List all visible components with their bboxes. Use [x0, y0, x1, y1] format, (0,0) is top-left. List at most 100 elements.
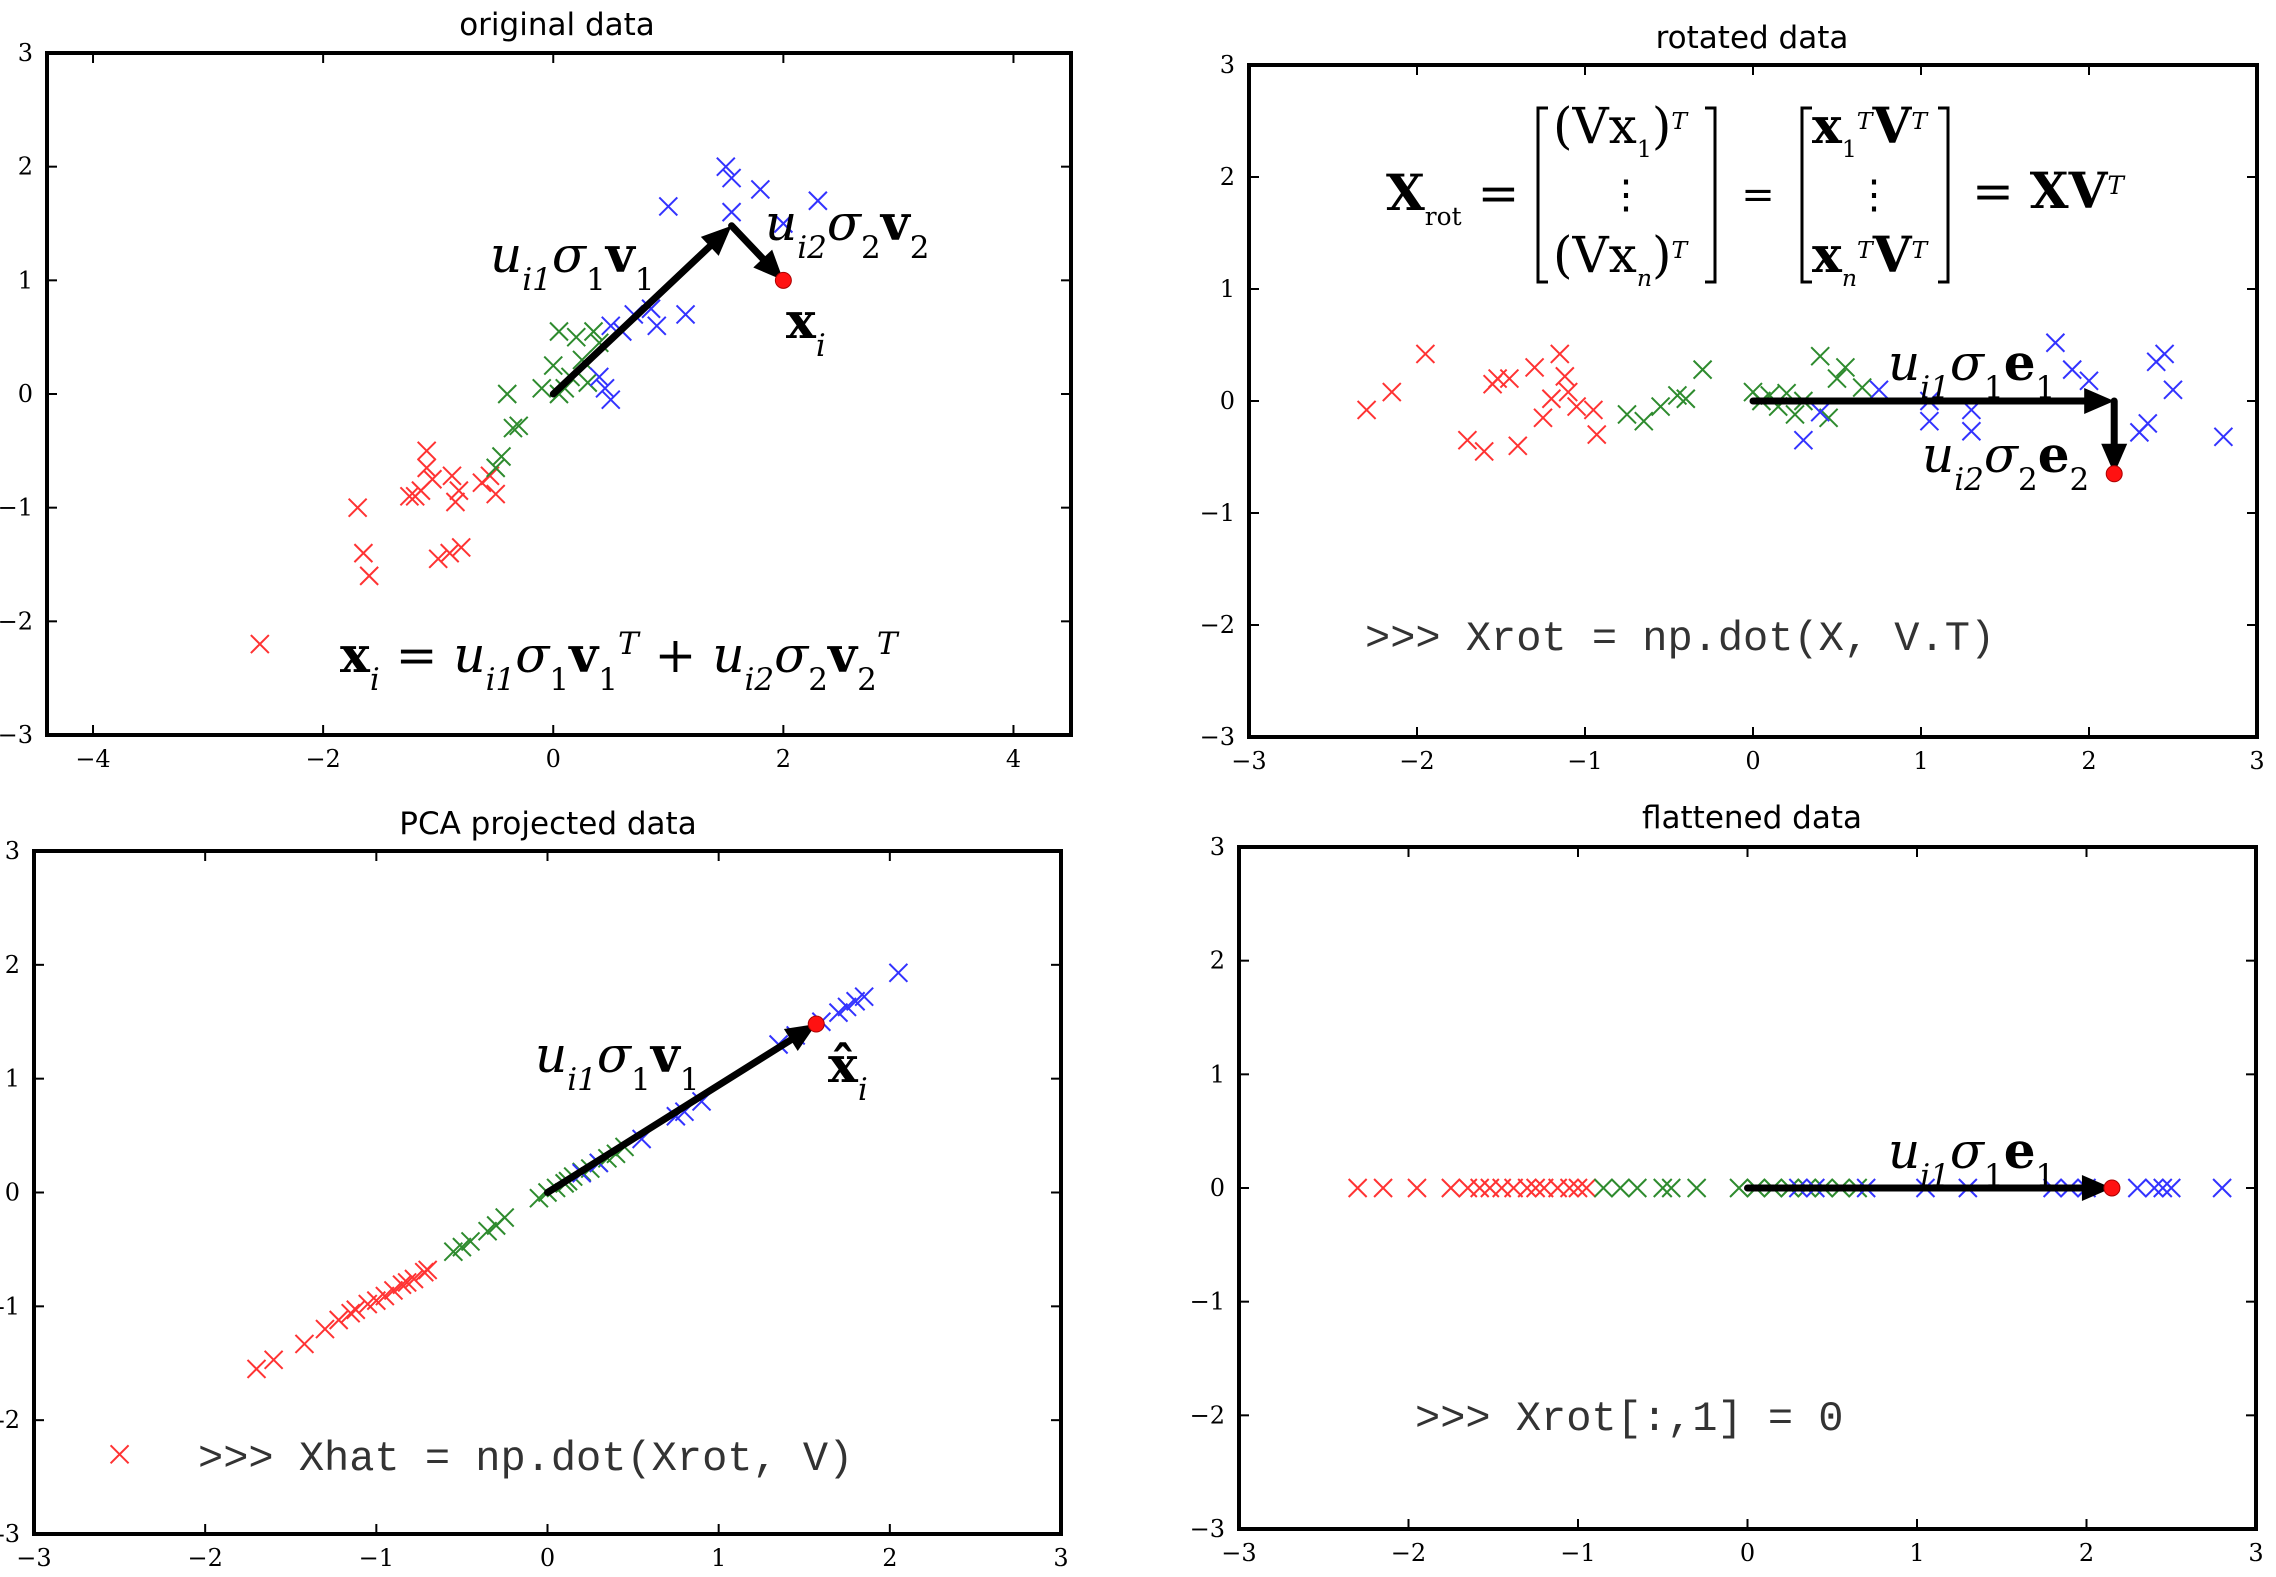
data-point [109, 1444, 130, 1465]
data-point [750, 179, 771, 200]
data-point [449, 480, 469, 501]
data-point [445, 492, 466, 512]
label-x-hat-i: x̂i [828, 1035, 868, 1108]
code-snippet: >>> Xrot[:,1] = 0 [1415, 1395, 1843, 1443]
data-point [1415, 344, 1436, 364]
x-tick-label: 1 [1913, 747, 1928, 775]
data-point [1555, 366, 1575, 387]
data-point [477, 1221, 498, 1241]
y-tick-label: 1 [1220, 275, 1235, 303]
data-point [837, 997, 857, 1017]
x-tick-label: −2 [1399, 747, 1434, 775]
formula-decomposition: xi = ui1σ1v1T + ui2σ2v2T [340, 625, 900, 698]
data-point [601, 389, 621, 410]
arrow-head [783, 1024, 817, 1051]
label-u1-sigma1-e1: ui1σ1e1 [1888, 1121, 2055, 1194]
arrow-head [2101, 443, 2128, 474]
code-snippet: >>> Xhat = np.dot(Xrot, V) [198, 1435, 853, 1483]
data-point [1692, 359, 1713, 380]
y-tick-label: 2 [1210, 947, 1225, 975]
y-tick-label: 0 [5, 1179, 20, 1207]
data-point [1541, 389, 1562, 409]
data-point [359, 566, 379, 586]
y-tick-label: 2 [5, 951, 20, 979]
data-point [486, 458, 506, 478]
data-point [1627, 1178, 1648, 1198]
formula-result: = XVT [1972, 161, 2126, 220]
plot-frame [45, 51, 1073, 737]
x-tick-label: −2 [1391, 1539, 1426, 1567]
arrow-head [2084, 388, 2115, 414]
vector-arrow [549, 242, 714, 398]
data-point [1617, 404, 1637, 425]
y-tick-label: 3 [5, 837, 20, 865]
matrix2-row-1: x1TVT [1812, 96, 1929, 163]
data-point [340, 1303, 361, 1323]
matrix-bracket [1705, 106, 1717, 284]
x-tick-label: 0 [1740, 1539, 1755, 1567]
label-x-i: xi [786, 291, 826, 364]
y-tick-label: 0 [1210, 1174, 1225, 1202]
data-point [647, 316, 667, 336]
data-point [1559, 1178, 1580, 1198]
data-point [1524, 357, 1545, 378]
data-point [442, 466, 462, 486]
panel-rotated-data: rotated data −3 −2 −1 0 1 2 3 −3 −2 −1 0 1 2 3 Xrot =… [1200, 20, 2265, 775]
data-point [422, 469, 443, 489]
y-tick-label: −1 [1190, 1288, 1225, 1316]
x-tick-label: 0 [540, 1544, 555, 1572]
y-tick-label: −1 [1200, 499, 1235, 527]
data-point [1568, 1178, 1588, 1198]
data-point [773, 213, 794, 234]
data-point [1517, 1178, 1537, 1198]
data-point [1650, 396, 1671, 417]
data-point [2138, 413, 2158, 434]
label-u1-sigma1-e1: ui1σ1e1 [1888, 333, 2055, 406]
data-point [353, 543, 374, 563]
arrow-head [700, 225, 732, 256]
data-point [439, 543, 460, 563]
data-point [1610, 1178, 1631, 1198]
data-point [2045, 333, 2066, 353]
data-point [2079, 371, 2099, 391]
data-point [404, 1269, 424, 1289]
x-tick-label: 0 [1745, 747, 1760, 775]
sample-point [2105, 465, 2123, 483]
data-point [1474, 441, 1494, 462]
label-u1-sigma1-v1: ui1σ1v1 [535, 1025, 700, 1098]
matrix-bracket [1536, 106, 1548, 284]
x-tick-label: 4 [1006, 745, 1021, 773]
x-tick-label: −2 [305, 745, 340, 773]
panel-title: flattened data [1642, 800, 1862, 836]
data-point [328, 1310, 349, 1330]
x-tick-label: 2 [2079, 1539, 2094, 1567]
vector-arrow [544, 1036, 795, 1196]
x-tick-label: 3 [2248, 1539, 2263, 1567]
data-point [1525, 1178, 1546, 1198]
data-point [491, 446, 512, 467]
data-point [2154, 344, 2175, 364]
x-tick-label: −1 [1560, 1539, 1595, 1567]
data-point [2153, 1178, 2173, 1198]
data-point [1533, 408, 1553, 428]
data-point [1441, 1178, 1461, 1198]
data-point [1382, 382, 1402, 402]
data-point [1661, 1178, 1681, 1198]
y-tick-label: 2 [18, 153, 33, 181]
x-tick-label: −4 [75, 745, 110, 773]
data-point [1407, 1178, 1427, 1198]
data-point [589, 367, 609, 387]
x-tick-label: 1 [711, 1544, 726, 1572]
x-tick-label: 3 [1053, 1544, 1068, 1572]
data-point [854, 986, 874, 1007]
data-point [1852, 377, 1872, 398]
y-tick-label: −2 [1190, 1401, 1225, 1429]
y-tick-label: 3 [1210, 833, 1225, 861]
data-point [2163, 380, 2183, 400]
data-point [1583, 400, 1604, 420]
y-tick-label: -3 [0, 1520, 20, 1548]
data-point [2213, 427, 2234, 447]
data-point [1869, 380, 1889, 400]
panel-original-data: original data −4 −2 0 2 4 −3 −2 −1 0 1 2 3 ui1σ1v1 u… [0, 7, 1073, 773]
